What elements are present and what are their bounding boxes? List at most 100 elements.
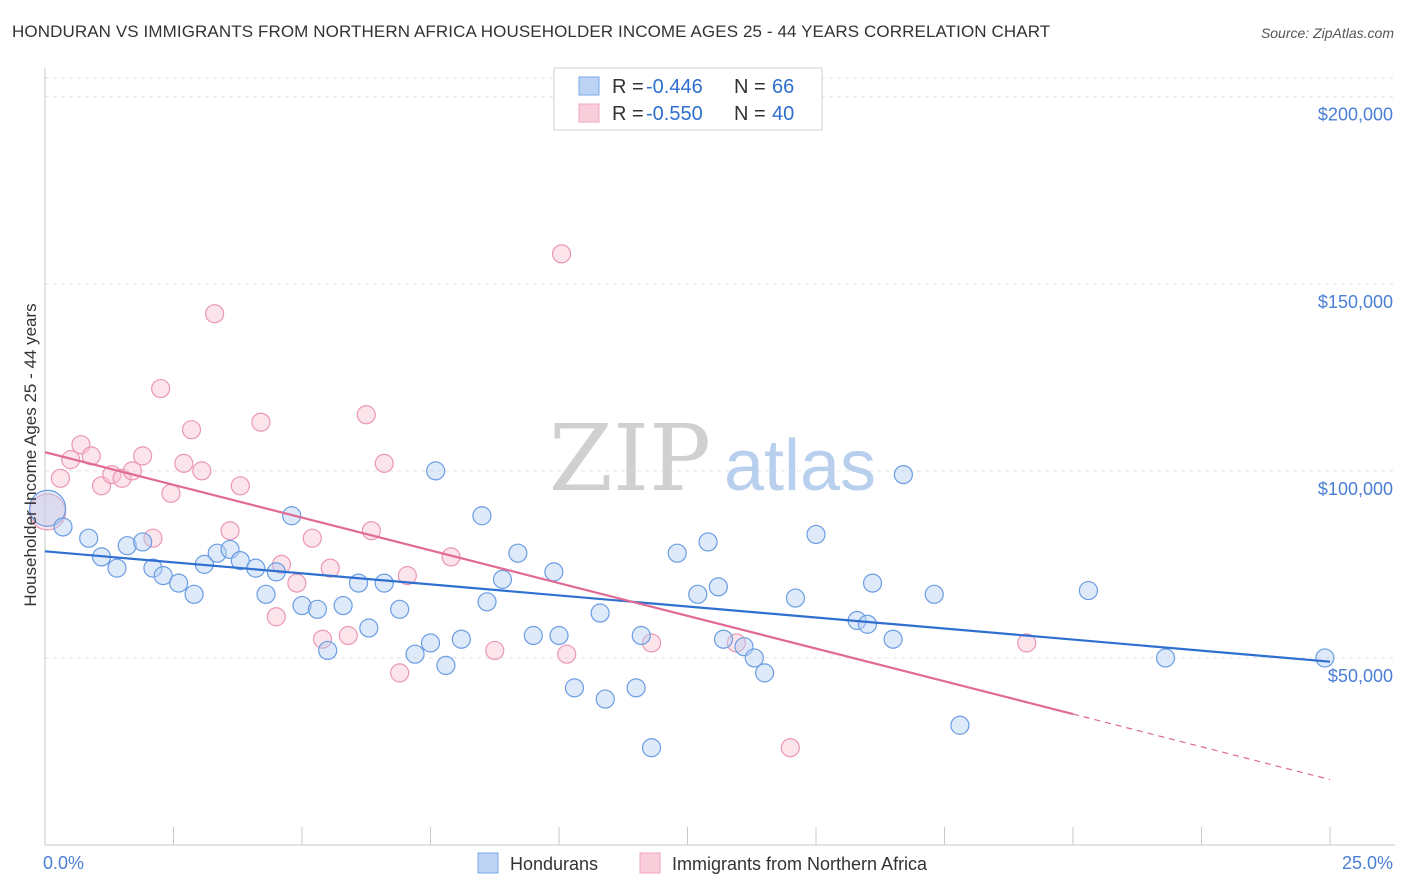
data-point bbox=[472, 506, 492, 526]
data-point bbox=[754, 663, 775, 683]
data-point bbox=[626, 678, 646, 698]
data-point bbox=[857, 614, 878, 634]
data-point bbox=[256, 584, 276, 604]
data-point bbox=[426, 461, 446, 481]
x-tick-label-max: 25.0% bbox=[1342, 853, 1393, 873]
data-point bbox=[806, 524, 826, 545]
stats-n-label-1: N = bbox=[734, 76, 766, 98]
stats-pink-swatch bbox=[578, 103, 600, 123]
data-point bbox=[549, 625, 569, 646]
data-point bbox=[785, 588, 806, 608]
data-point bbox=[390, 599, 410, 619]
data-point bbox=[230, 551, 250, 571]
data-point bbox=[192, 461, 212, 481]
data-point bbox=[143, 558, 163, 578]
stats-n-value-1: 66 bbox=[772, 76, 794, 98]
data-point bbox=[50, 468, 71, 488]
data-point bbox=[564, 678, 585, 698]
data-point bbox=[631, 625, 651, 646]
data-point bbox=[405, 644, 425, 664]
data-point bbox=[698, 532, 718, 552]
data-point bbox=[28, 489, 67, 527]
stats-r-value-2: -0.550 bbox=[646, 103, 703, 125]
data-point bbox=[590, 603, 610, 623]
data-point bbox=[207, 543, 227, 563]
data-point bbox=[251, 412, 271, 432]
chart-title: HONDURAN VS IMMIGRANTS FROM NORTHERN AFR… bbox=[12, 22, 1051, 41]
series-immigrants-points bbox=[28, 244, 1037, 758]
stats-blue-swatch bbox=[578, 76, 600, 96]
data-point bbox=[1017, 633, 1037, 653]
series-hondurans-points bbox=[28, 461, 1335, 758]
data-point bbox=[169, 573, 189, 593]
data-point bbox=[744, 648, 764, 668]
data-point bbox=[161, 483, 181, 503]
data-point bbox=[924, 584, 944, 604]
legend-hondurans-swatch bbox=[477, 852, 499, 874]
trend-line-immigrants bbox=[44, 451, 1074, 716]
data-point bbox=[1155, 648, 1176, 668]
data-point bbox=[708, 577, 728, 597]
data-point bbox=[107, 558, 127, 578]
data-point bbox=[508, 543, 528, 563]
y-axis-label: Householder Income Ages 25 - 44 years bbox=[21, 303, 40, 606]
data-point bbox=[551, 244, 572, 264]
trend-line-immigrants-extension bbox=[1072, 713, 1331, 781]
y-tick-label: $200,000 bbox=[1318, 105, 1393, 125]
x-tick-labels: 0.0% 25.0% bbox=[43, 853, 1393, 873]
data-point bbox=[862, 573, 883, 593]
data-point bbox=[133, 446, 153, 466]
data-point bbox=[641, 738, 662, 758]
data-point bbox=[359, 618, 379, 638]
legend-hondurans-label: Hondurans bbox=[510, 854, 598, 874]
data-point bbox=[1078, 580, 1099, 601]
data-point bbox=[220, 521, 240, 541]
data-point bbox=[133, 532, 153, 552]
data-point bbox=[557, 644, 577, 664]
data-point bbox=[374, 573, 394, 593]
data-point bbox=[318, 640, 338, 661]
data-point bbox=[1315, 648, 1335, 668]
trend-lines bbox=[44, 451, 1331, 781]
data-point bbox=[523, 625, 543, 646]
data-point bbox=[893, 464, 913, 485]
data-point bbox=[181, 420, 202, 440]
data-point bbox=[302, 528, 322, 548]
data-point bbox=[713, 629, 734, 649]
data-point bbox=[641, 633, 662, 653]
data-point bbox=[485, 640, 505, 661]
stats-r-label-1: R = bbox=[612, 76, 644, 98]
data-point bbox=[320, 558, 340, 578]
data-point bbox=[595, 689, 615, 709]
data-point bbox=[287, 573, 307, 593]
stats-box: R = -0.446 N = 66 R = -0.550 N = 40 bbox=[553, 67, 823, 131]
data-point bbox=[883, 629, 903, 649]
data-point bbox=[117, 536, 137, 556]
data-point bbox=[53, 517, 73, 537]
data-point bbox=[333, 595, 353, 616]
data-point bbox=[397, 566, 417, 586]
data-point bbox=[492, 569, 513, 589]
legend-immigrants-label: Immigrants from Northern Africa bbox=[672, 854, 928, 874]
stats-r-label-2: R = bbox=[612, 103, 644, 125]
data-point bbox=[151, 378, 171, 399]
legend-immigrants-swatch bbox=[639, 852, 661, 874]
trend-line-hondurans bbox=[44, 550, 1331, 663]
data-point bbox=[143, 528, 163, 548]
data-point bbox=[292, 595, 312, 616]
data-point bbox=[544, 562, 564, 582]
legend: Hondurans Immigrants from Northern Afric… bbox=[477, 852, 928, 874]
data-point bbox=[174, 453, 194, 473]
watermark-zip: ZIP bbox=[549, 405, 711, 512]
stats-n-label-2: N = bbox=[734, 103, 766, 125]
data-point bbox=[205, 304, 225, 324]
data-point bbox=[950, 715, 970, 735]
data-point bbox=[79, 528, 99, 548]
data-point bbox=[420, 633, 441, 653]
y-tick-label: $150,000 bbox=[1318, 292, 1393, 312]
data-point bbox=[451, 629, 471, 649]
data-point bbox=[477, 592, 497, 612]
data-point bbox=[356, 405, 376, 425]
y-tick-labels: $50,000 $100,000 $150,000 $200,000 bbox=[1318, 105, 1393, 686]
